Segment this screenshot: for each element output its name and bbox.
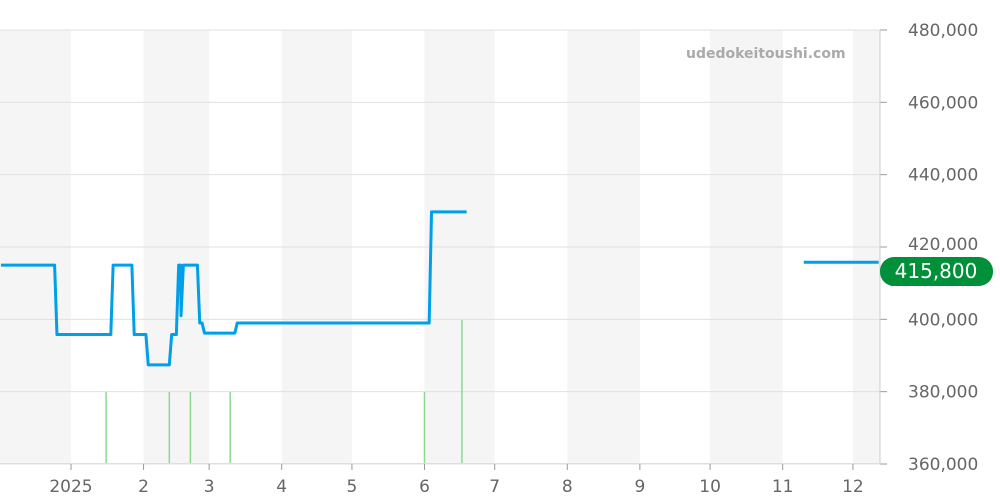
price-lines [1,210,879,367]
x-tick-label: 11 [772,477,794,497]
current-price-value: 415,800 [895,259,978,283]
current-price-badge-bg [880,257,993,286]
x-tick-label: 5 [347,477,358,497]
x-tick-label: 2025 [49,477,92,497]
x-tick-label: 8 [562,477,573,497]
current-price-badge: 415,800 [880,257,993,286]
y-tick-label: 380,000 [908,383,978,403]
y-tick-label: 400,000 [908,310,978,330]
x-tick-label: 9 [634,477,645,497]
y-axis-labels: 360,000 380,000 400,000 420,000 440,000 460,0… [908,21,978,475]
x-tick-label: 12 [842,477,864,497]
price-line [1,210,467,367]
x-tick-label: 7 [489,477,500,497]
y-tick-label: 440,000 [908,166,978,186]
y-tick-label: 480,000 [908,21,978,41]
volume-bars [0,320,880,464]
watermark: udedokeitoushi.com [686,46,846,62]
x-tick-label: 10 [699,477,721,497]
y-tick-label: 460,000 [908,93,978,113]
x-tick-label: 6 [419,477,430,497]
x-axis-labels: 2025 2 3 4 5 6 7 8 9 10 11 12 [49,477,863,497]
x-tick-label: 2 [138,477,149,497]
x-tick-label: 4 [276,477,287,497]
y-tick-label: 420,000 [908,235,978,255]
y-tick-label: 360,000 [908,455,978,475]
x-tick-label: 3 [204,477,215,497]
